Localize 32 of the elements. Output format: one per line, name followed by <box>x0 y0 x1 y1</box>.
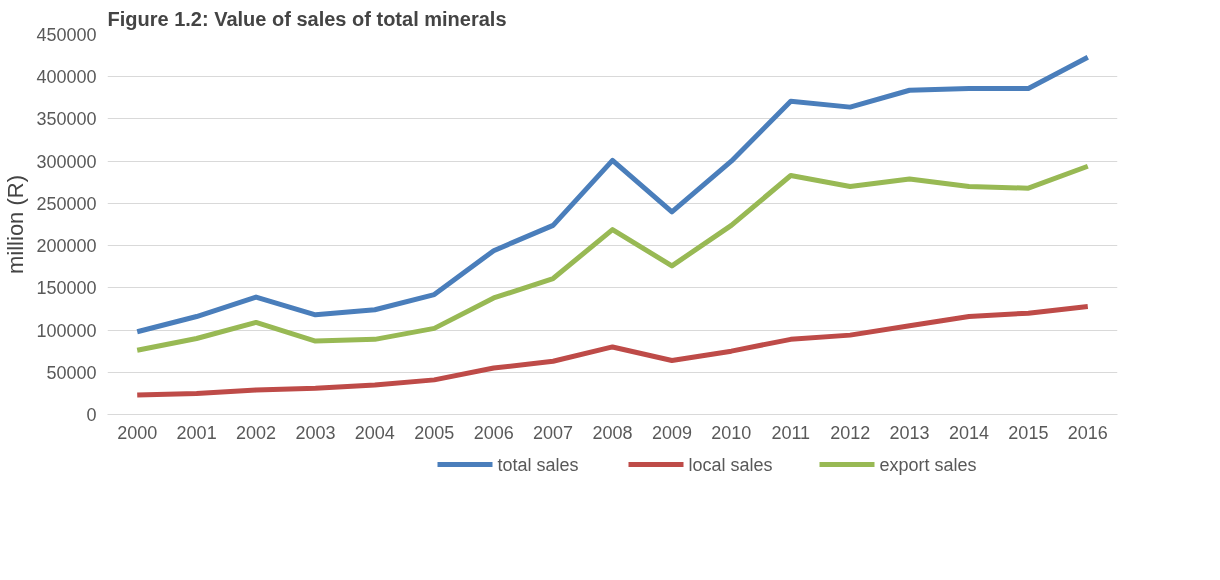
x-tick-label: 2002 <box>236 422 277 443</box>
y-tick-label: 450000 <box>36 25 97 45</box>
y-tick-label: 250000 <box>36 193 97 214</box>
x-tick-label: 2006 <box>473 422 514 443</box>
legend-label: export sales <box>879 454 977 475</box>
legend-label: local sales <box>688 454 773 475</box>
x-tick-label: 2012 <box>830 422 871 443</box>
x-tick-label: 2009 <box>651 422 692 443</box>
legend-label: total sales <box>497 454 579 475</box>
y-tick-label: 100000 <box>36 320 97 341</box>
y-tick-label: 200000 <box>36 236 97 257</box>
y-tick-label: 300000 <box>36 151 97 172</box>
y-tick-label: 350000 <box>36 109 97 130</box>
y-axis-title: million (R) <box>3 175 29 274</box>
x-tick-label: 2001 <box>176 422 217 443</box>
x-tick-label: 2000 <box>117 422 158 443</box>
y-tick-label: 50000 <box>46 362 97 383</box>
y-tick-label: 150000 <box>36 278 97 299</box>
x-tick-label: 2014 <box>948 422 989 443</box>
y-tick-label: 0 <box>86 405 97 425</box>
x-tick-label: 2008 <box>592 422 633 443</box>
chart-title: Figure 1.2: Value of sales of total minerals <box>107 7 507 30</box>
x-tick-label: 2005 <box>414 422 455 443</box>
y-tick-label: 400000 <box>36 67 97 88</box>
x-tick-label: 2016 <box>1067 422 1108 443</box>
x-tick-label: 2003 <box>295 422 336 443</box>
x-tick-label: 2011 <box>771 422 811 443</box>
x-tick-label: 2010 <box>711 422 752 443</box>
x-tick-label: 2007 <box>533 422 574 443</box>
x-tick-label: 2015 <box>1008 422 1049 443</box>
x-tick-label: 2004 <box>354 422 395 443</box>
x-tick-label: 2013 <box>889 422 930 443</box>
